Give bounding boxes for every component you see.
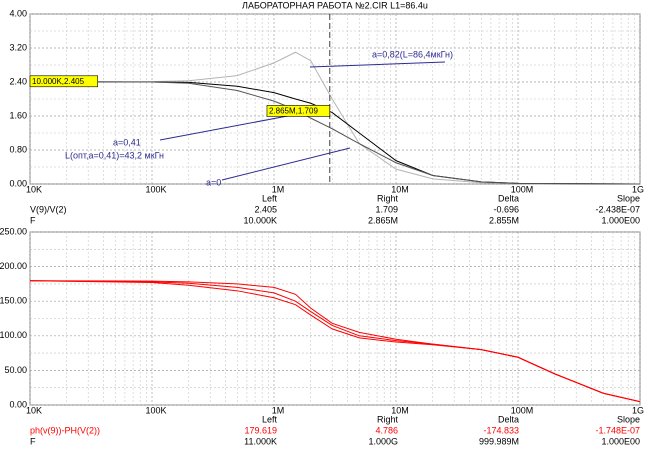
readout-cell: 1.000G — [368, 436, 398, 446]
readout-cell: 10.000K — [243, 215, 277, 225]
readout-cell: -0.696 — [493, 204, 519, 214]
readout-cell: 1.000E00 — [601, 215, 640, 225]
readout-cell: F — [30, 215, 36, 225]
x-tick-label: 100K — [145, 405, 166, 415]
series-line — [29, 280, 641, 403]
y-tick-label: 1.60 — [9, 110, 27, 120]
readout-header: Right — [377, 414, 399, 424]
annotation-pointer — [309, 61, 446, 68]
y-tick-label: 2.40 — [9, 76, 27, 86]
readout-cell: V(9)/V(2) — [30, 204, 67, 214]
x-tick-label: 10M — [391, 184, 409, 194]
readout-cell: 4.786 — [375, 425, 398, 435]
series-line — [29, 51, 641, 185]
x-tick-label: 1M — [272, 405, 285, 415]
annotation: a=0 — [206, 177, 221, 187]
cursor-label-box — [29, 75, 98, 88]
y-tick-label: 0.80 — [9, 144, 27, 154]
readout-cell: -174.833 — [483, 425, 519, 435]
readout-cell: 1.709 — [375, 204, 398, 214]
readout-cell: 2.855M — [489, 215, 519, 225]
y-tick-label: 200.00 — [0, 261, 27, 271]
x-tick-label: 100M — [511, 184, 534, 194]
cursor-label-box — [266, 105, 331, 117]
readout-cell: ph(v(9))-PH(V(2)) — [30, 425, 100, 435]
readout-cell: 179.619 — [244, 425, 277, 435]
annotation-pointer — [221, 147, 351, 181]
y-tick-label: 4.00 — [9, 8, 27, 18]
y-tick-label: 50.00 — [4, 365, 27, 375]
x-tick-label: 10K — [26, 184, 42, 194]
annotation: a=0,41 — [113, 137, 141, 147]
readout-header: Delta — [498, 414, 519, 424]
readout-header: Slope — [617, 193, 640, 203]
x-tick-label: 1G — [632, 184, 644, 194]
readout-header: Right — [377, 193, 399, 203]
readout-cell: F — [30, 436, 36, 446]
x-tick-label: 10K — [26, 405, 42, 415]
y-tick-label: 100.00 — [0, 330, 27, 340]
y-tick-label: 150.00 — [0, 296, 27, 306]
readout-cell: 2.405 — [254, 204, 277, 214]
annotation: a=0,82(L=86,4мкГн) — [372, 49, 453, 59]
chart-title: ЛАБОРАТОРНАЯ РАБОТА №2.CIR L1=86.4u — [242, 0, 428, 10]
readout-cell: 999.989M — [479, 436, 519, 446]
readout-cell: -2.438E-07 — [595, 204, 640, 214]
x-tick-label: 10M — [391, 405, 409, 415]
series-line — [29, 81, 641, 185]
x-tick-label: 100K — [145, 184, 166, 194]
y-tick-label: 0.00 — [9, 178, 27, 188]
y-tick-label: 250.00 — [0, 226, 27, 236]
readout-header: Left — [262, 193, 278, 203]
cursor-label: 2.865M,1.709 — [269, 106, 318, 115]
readout-cell: 2.865M — [368, 215, 398, 225]
x-tick-label: 1G — [632, 405, 644, 415]
readout-header: Delta — [498, 193, 519, 203]
readout-header: Left — [262, 414, 278, 424]
readout-cell: 1.000E00 — [601, 436, 640, 446]
readout-cell: 11.000K — [244, 436, 277, 446]
y-tick-label: 3.20 — [9, 42, 27, 52]
readout-cell: -1.748E-07 — [595, 425, 640, 435]
annotation: L(опт,a=0,41)=43,2 мкГн — [65, 150, 164, 160]
x-tick-label: 1M — [272, 184, 285, 194]
y-tick-label: 0.00 — [9, 399, 27, 409]
x-tick-label: 100M — [511, 405, 534, 415]
readout-header: Slope — [617, 414, 640, 424]
cursor-label: 10.000K,2.405 — [32, 77, 85, 86]
